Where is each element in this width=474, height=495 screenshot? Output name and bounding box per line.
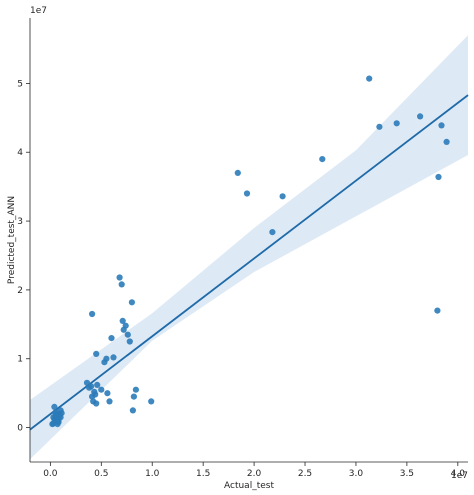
data-point — [92, 391, 99, 398]
x-tick-label: 4.0 — [451, 469, 466, 479]
data-point — [106, 398, 113, 405]
data-point — [234, 169, 241, 176]
data-point — [118, 281, 125, 288]
data-point — [53, 413, 60, 420]
data-point — [269, 229, 276, 236]
data-point — [98, 386, 105, 393]
data-point — [83, 379, 91, 386]
data-point — [108, 335, 115, 342]
points-layer — [49, 75, 450, 428]
x-tick-label: 3.5 — [400, 469, 414, 479]
data-point — [116, 274, 123, 281]
data-point — [366, 75, 373, 82]
x-axis-label: Actual_test — [224, 481, 274, 491]
data-point — [434, 307, 441, 314]
data-point — [128, 299, 135, 306]
data-point — [148, 398, 155, 405]
axes-layer — [29, 18, 468, 463]
data-point — [132, 386, 139, 393]
data-point — [124, 331, 131, 338]
x-tick-label: 3.0 — [349, 469, 364, 479]
data-point — [51, 403, 58, 410]
data-point — [93, 350, 100, 357]
y-tick-label: 3 — [17, 217, 23, 227]
x-tick-label: 0.5 — [94, 469, 108, 479]
x-tick-label: 1.5 — [196, 469, 210, 479]
regression-line — [29, 94, 469, 431]
y-tick-label: 5 — [17, 79, 23, 89]
data-point — [119, 317, 126, 324]
data-point — [58, 410, 65, 417]
data-point — [443, 138, 450, 145]
data-point — [126, 338, 133, 345]
data-point — [243, 190, 251, 197]
y-axis-label: Predicted_test_ANN — [7, 196, 17, 284]
data-point — [279, 193, 286, 200]
data-point — [435, 173, 442, 181]
confidence-band-layer — [30, 35, 468, 460]
data-point — [89, 310, 96, 318]
x-tick-label: 2.5 — [298, 469, 312, 479]
x-tick-label: 2.0 — [247, 469, 262, 479]
x-exponent-label: 1e7 — [451, 471, 468, 481]
data-point — [104, 390, 111, 397]
y-exponent-label: 1e7 — [30, 6, 47, 16]
y-tick-label: 0 — [17, 424, 23, 434]
confidence-band — [30, 35, 468, 460]
data-point — [129, 407, 136, 414]
data-point — [393, 120, 400, 127]
y-tick-label: 2 — [17, 286, 23, 296]
ticks-layer: 0.0 0.5 1.0 1.5 2.0 2.5 3.0 3.5 4.0 0 1 2 3 4 5 — [17, 79, 465, 479]
data-point — [438, 122, 445, 129]
data-point — [122, 322, 129, 329]
data-point — [417, 113, 424, 120]
data-point — [93, 400, 100, 407]
y-tick-label: 1 — [17, 355, 23, 365]
regression-line-layer — [29, 94, 469, 431]
x-tick-label: 0.0 — [43, 469, 58, 479]
data-point — [88, 383, 95, 390]
y-tick-label: 4 — [17, 148, 23, 158]
data-point — [103, 355, 110, 362]
data-point — [319, 156, 326, 163]
data-point — [94, 381, 101, 388]
data-point — [130, 393, 137, 400]
x-tick-label: 1.0 — [145, 469, 160, 479]
data-point — [110, 354, 117, 361]
data-point — [376, 123, 383, 130]
